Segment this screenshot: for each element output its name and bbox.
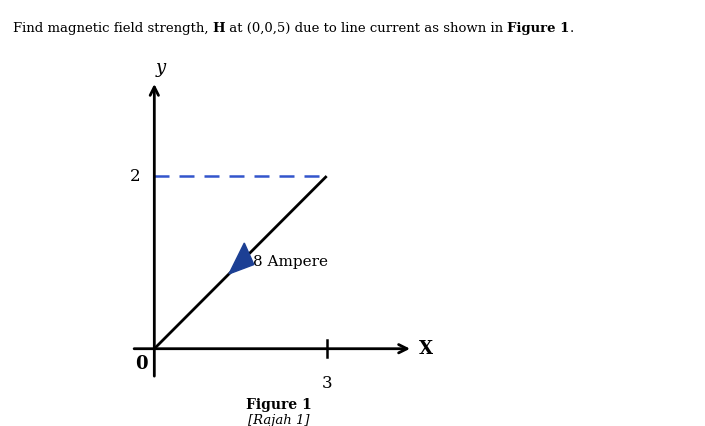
Text: Find magnetic field strength,: Find magnetic field strength,: [13, 22, 212, 35]
Text: H: H: [212, 22, 225, 35]
Text: 2: 2: [129, 167, 140, 184]
Text: Figure 1: Figure 1: [508, 22, 570, 35]
Text: [Rajah 1]: [Rajah 1]: [247, 414, 309, 426]
Polygon shape: [229, 243, 254, 274]
Text: at (0,0,5) due to line current as shown in: at (0,0,5) due to line current as shown …: [225, 22, 508, 35]
Text: 3: 3: [321, 374, 332, 391]
Text: .: .: [570, 22, 574, 35]
Text: 8 Ampere: 8 Ampere: [253, 256, 328, 269]
Text: X: X: [419, 340, 433, 358]
Text: y: y: [156, 59, 166, 77]
Text: Figure 1: Figure 1: [245, 398, 312, 412]
Text: 0: 0: [135, 355, 148, 373]
